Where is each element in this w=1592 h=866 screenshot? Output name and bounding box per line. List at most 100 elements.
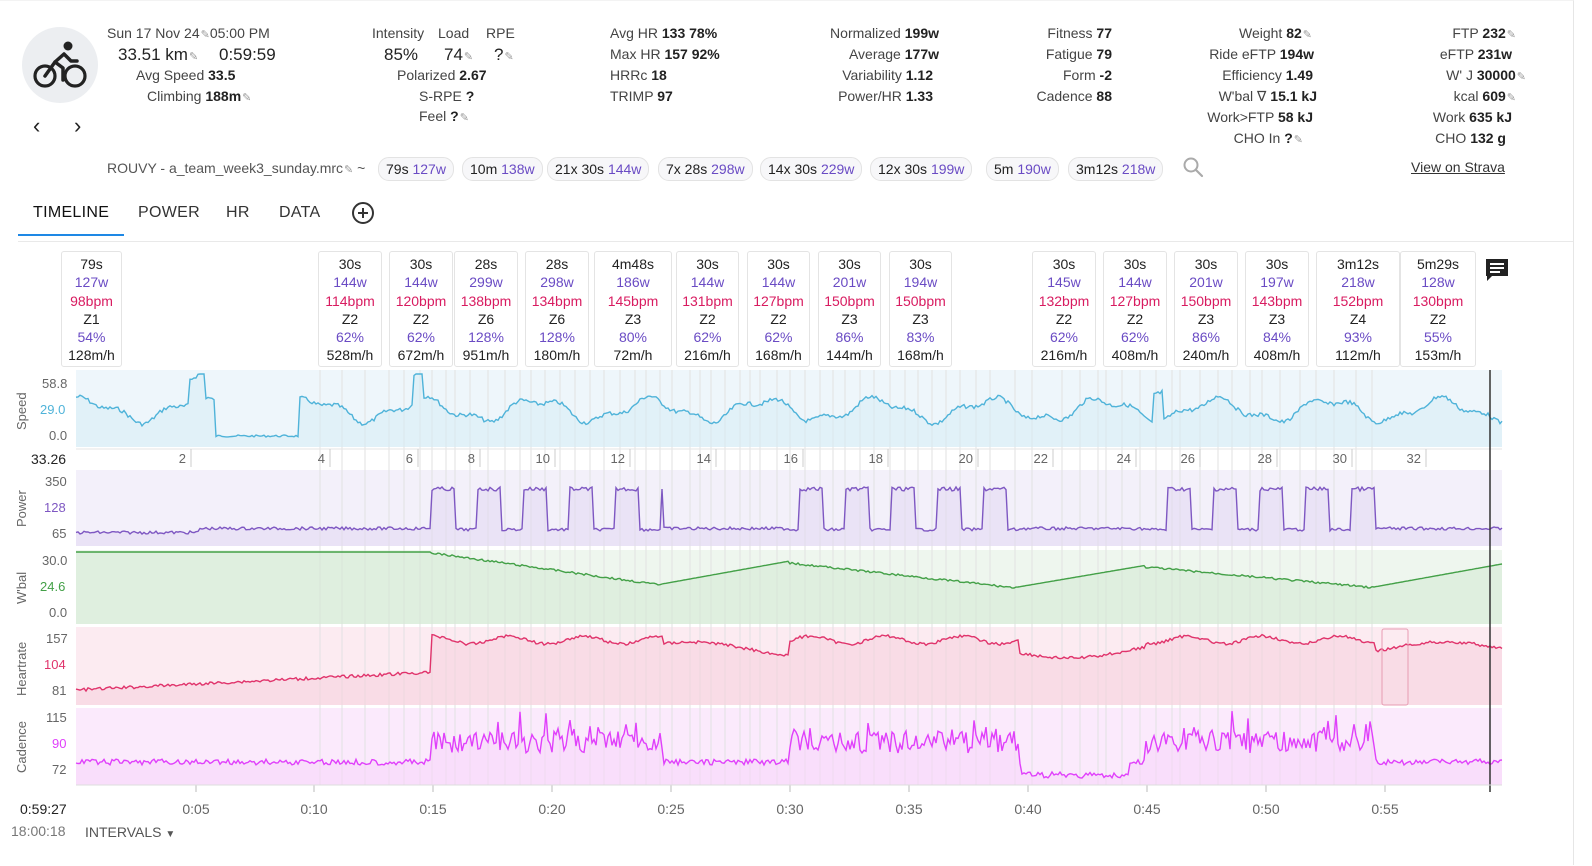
feel[interactable]: Feel ?✎ <box>419 108 469 124</box>
interval-box[interactable]: 30s 144w 114bpm Z2 62% 528m/h <box>318 251 382 367</box>
cadence-line <box>75 711 1503 780</box>
interval-box[interactable]: 30s 145w 132bpm Z2 62% 216m/h <box>1032 251 1096 367</box>
interval-w: 144w <box>690 274 725 291</box>
interval-hr: 150bpm <box>824 292 875 309</box>
interval-hr: 127bpm <box>753 292 804 309</box>
ride-avatar <box>22 27 98 103</box>
next-activity-button[interactable]: › <box>74 113 82 138</box>
time-tick-label: 0:10 <box>300 801 327 817</box>
tab-power[interactable]: POWER <box>138 204 200 221</box>
distance-tick-label: 28 <box>1258 451 1272 466</box>
clock-time: 18:00:18 <box>11 823 66 839</box>
tab-data[interactable]: DATA <box>279 204 321 221</box>
interval-dur: 30s <box>909 256 932 272</box>
tab-hr[interactable]: HR <box>226 204 250 221</box>
interval-hr: 150bpm <box>895 292 946 309</box>
interval-chip[interactable]: 10m 138w <box>462 157 543 181</box>
interval-chip[interactable]: 21x 30s 144w <box>547 157 650 181</box>
interval-box[interactable]: 3m12s 218w 152bpm Z4 93% 112m/h <box>1316 251 1400 367</box>
interval-chip[interactable]: 7x 28s 298w <box>658 157 753 181</box>
interval-box[interactable]: 5m29s 128w 130bpm Z2 55% 153m/h <box>1400 251 1476 367</box>
add-tab-icon[interactable] <box>351 201 375 230</box>
filename[interactable]: ROUVY - a_team_week3_sunday.mrc✎ ~ <box>107 160 366 176</box>
edit-pencil-icon[interactable]: ✎ <box>188 51 199 63</box>
heartrate-axis-label: Heartrate <box>14 641 29 696</box>
distance-start: 33.26 <box>31 451 67 467</box>
active-tab-indicator <box>18 234 124 236</box>
interval-chip[interactable]: 3m12s 218w <box>1068 157 1164 181</box>
interval-box[interactable]: 4m48s 186w 145bpm Z3 80% 72m/h <box>594 251 672 367</box>
interval-vam: 153m/h <box>1414 347 1462 364</box>
tab-timeline[interactable]: TIMELINE <box>33 204 110 221</box>
weight[interactable]: Weight 82✎ <box>1238 25 1312 41</box>
interval-box[interactable]: 28s 298w 134bpm Z6 128% 180m/h <box>525 251 589 367</box>
date-time[interactable]: Sun 17 Nov 24✎05:00 PM <box>107 25 270 41</box>
prev-activity-button[interactable]: ‹ <box>33 113 41 138</box>
intensity-value: 85% <box>384 45 419 64</box>
edit-pencil-icon[interactable]: ✎ <box>344 164 354 176</box>
interval-box[interactable]: 28s 299w 138bpm Z6 128% 951m/h <box>454 251 518 367</box>
w-prime[interactable]: W' J 30000✎ <box>1446 67 1526 83</box>
interval-dur: 28s <box>545 256 569 272</box>
srpe: S-RPE ? <box>419 88 475 104</box>
cho-in[interactable]: CHO In ?✎ <box>1233 130 1303 146</box>
interval-pct: 62% <box>1120 329 1150 346</box>
cadence-tick: 72 <box>52 762 67 777</box>
interval-chip[interactable]: 79s 127w <box>378 157 454 181</box>
interval-box[interactable]: 30s 201w 150bpm Z3 86% 144m/h <box>818 251 881 367</box>
edit-pencil-icon[interactable]: ✎ <box>1506 92 1516 104</box>
interval-chip[interactable]: 14x 30s 229w <box>760 157 863 181</box>
interval-hr: 127bpm <box>1109 292 1161 309</box>
interval-zone: Z3 <box>841 310 858 327</box>
edit-pencil-icon[interactable]: ✎ <box>1506 29 1516 41</box>
edit-pencil-icon[interactable]: ✎ <box>200 29 210 41</box>
view-on-strava-link[interactable]: View on Strava <box>1411 159 1505 175</box>
interval-w: 144w <box>761 274 796 291</box>
interval-box[interactable]: 30s 144w 131bpm Z2 62% 216m/h <box>676 251 739 367</box>
interval-box[interactable]: 30s 197w 143bpm Z3 84% 408m/h <box>1245 251 1309 367</box>
interval-w: 145w <box>1047 274 1081 291</box>
interval-w: 144w <box>333 274 367 291</box>
interval-chip[interactable]: 12x 30s 199w <box>870 157 973 181</box>
load-value[interactable]: 74✎ <box>444 45 474 64</box>
distance-value[interactable]: 33.51 km✎ <box>118 45 199 64</box>
edit-pencil-icon[interactable]: ✎ <box>463 51 474 63</box>
kcal[interactable]: kcal 609✎ <box>1453 88 1516 104</box>
wbal-axis-label: W'bal <box>14 571 29 604</box>
edit-pencil-icon[interactable]: ✎ <box>1302 29 1312 41</box>
time-cursor: 0:59:27 <box>20 801 67 817</box>
comment-icon[interactable] <box>1484 257 1510 288</box>
interval-vam: 216m/h <box>684 347 731 364</box>
interval-hr: 98bpm <box>70 292 113 309</box>
chevron-down-icon: ▼ <box>165 829 176 840</box>
interval-vam: 72m/h <box>613 347 653 364</box>
wbal-line <box>76 551 1503 589</box>
interval-box[interactable]: 30s 194w 150bpm Z3 83% 168m/h <box>889 251 952 367</box>
ftp[interactable]: FTP 232✎ <box>1452 25 1516 41</box>
interval-box[interactable]: 30s 144w 127bpm Z2 62% 408m/h <box>1103 251 1167 367</box>
fatigue: Fatigue 79 <box>1045 46 1112 62</box>
distance-tick-label: 10 <box>536 451 550 466</box>
interval-vam: 240m/h <box>1182 347 1230 364</box>
interval-box[interactable]: 30s 201w 150bpm Z3 86% 240m/h <box>1174 251 1238 367</box>
interval-hr: 150bpm <box>1180 292 1232 309</box>
edit-pencil-icon[interactable]: ✎ <box>242 92 252 104</box>
search-icon[interactable] <box>1182 156 1204 183</box>
rpe-value[interactable]: ?✎ <box>494 45 514 64</box>
interval-dur: 30s <box>1265 256 1289 272</box>
interval-box[interactable]: 79s 127w 98bpm Z1 54% 128m/h <box>61 251 122 367</box>
interval-w: 201w <box>832 274 867 291</box>
interval-box[interactable]: 30s 144w 127bpm Z2 62% 168m/h <box>747 251 810 367</box>
edit-pencil-icon[interactable]: ✎ <box>1516 71 1526 83</box>
edit-pencil-icon[interactable]: ✎ <box>1293 134 1303 146</box>
climbing[interactable]: Climbing 188m✎ <box>147 88 252 104</box>
rpe-label: RPE <box>486 25 515 41</box>
intervals-dropdown[interactable]: INTERVALS ▼ <box>85 824 176 840</box>
interval-chip[interactable]: 5m 190w <box>986 157 1059 181</box>
interval-box[interactable]: 30s 144w 120bpm Z2 62% 672m/h <box>389 251 453 367</box>
edit-pencil-icon[interactable]: ✎ <box>459 112 469 124</box>
edit-pencil-icon[interactable]: ✎ <box>504 51 514 63</box>
interval-hr: 143bpm <box>1251 292 1303 309</box>
interval-dur: 30s <box>1052 256 1076 272</box>
